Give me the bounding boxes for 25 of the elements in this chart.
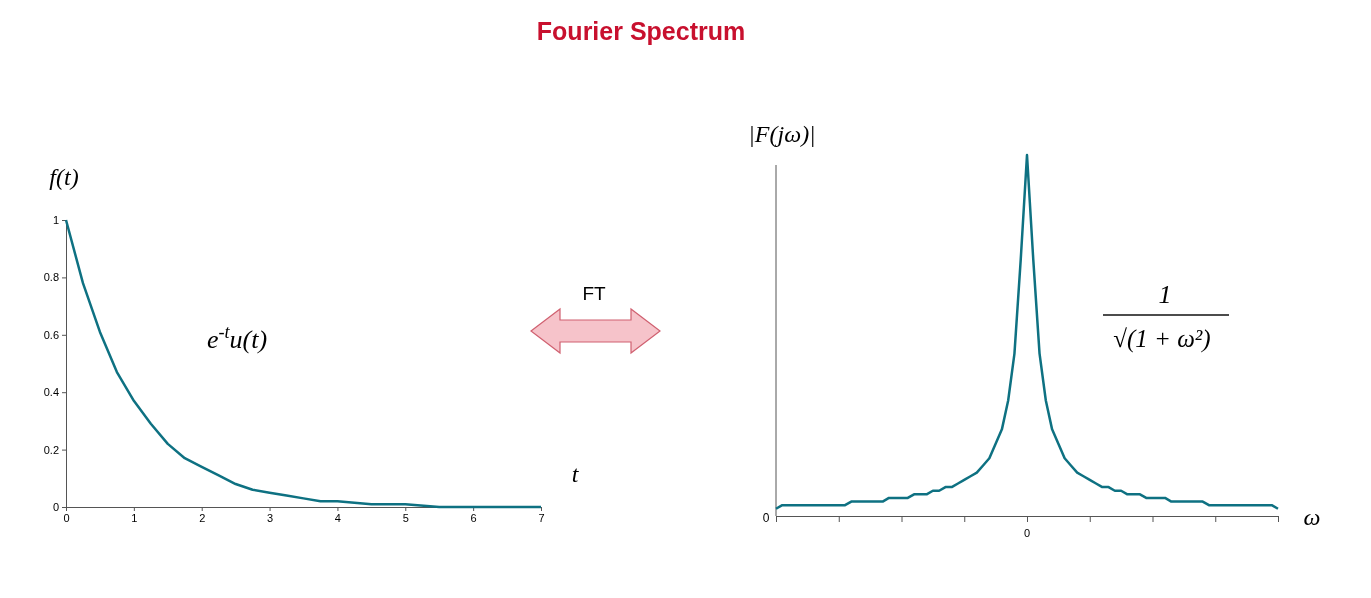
y-axis-title: |F(jω)|	[748, 121, 816, 147]
x-tick-label: 0	[63, 511, 70, 524]
text: FT	[582, 283, 606, 304]
x-tick-label: 2	[199, 511, 206, 524]
y-tick-label: 0.4	[43, 386, 59, 399]
line-series	[64, 218, 543, 509]
x-tick-label: 6	[470, 511, 477, 524]
annotation: e$^{-t}$u(t)	[206, 322, 268, 354]
y-tick-label: 0	[52, 501, 59, 514]
text: Fourier Spectrum	[536, 17, 746, 45]
y-tick-label: 0.6	[43, 328, 59, 341]
y-axis-title: f(t)	[49, 164, 79, 190]
x-axis-title: t	[571, 461, 580, 487]
annotation: 1	[1158, 280, 1172, 309]
text: 0	[1023, 527, 1031, 539]
x-tick-label: 4	[334, 511, 341, 524]
x-axis-title: ω	[1303, 504, 1321, 530]
x-tick-label: 7	[538, 511, 545, 524]
x-tick-label: 1	[131, 511, 138, 524]
x-tick-label: 5	[402, 511, 409, 524]
y-tick-label: 0.2	[43, 443, 59, 456]
annotation: √(1 + ω²)	[1113, 325, 1211, 353]
y-tick-label: 0.8	[43, 271, 59, 284]
y-tick-label: 1	[52, 214, 59, 227]
x-tick-label: 3	[267, 511, 274, 524]
